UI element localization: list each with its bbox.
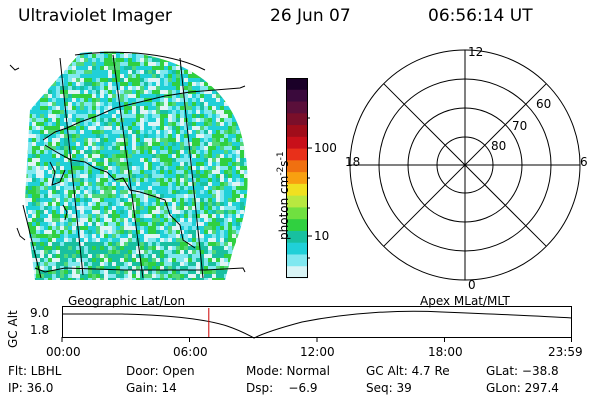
colorbar-segment [286,230,308,244]
colorbar-ticks [307,117,312,259]
mode-status: Mode: Normal [246,364,330,378]
time-tick-2359: 23:59 [548,345,583,359]
colorbar-unit-label: photon cm-2s-1 [276,151,291,240]
gain-status: Gain: 14 [126,381,177,395]
colorbar-tick-100: 100 [314,141,337,155]
time-label: 06:56:14 UT [428,6,533,26]
colorbar-segment [286,136,308,150]
colorbar-segment [286,242,308,256]
time-tick-1200: 12:00 [300,345,335,359]
ip-status: IP: 36.0 [8,381,54,395]
gc-alt-status: GC Alt: 4.7 Re [366,364,450,378]
gc-alt-tick-1-8: 1.8 [30,323,50,337]
apex-mlat-mlt-label: Apex MLat/MLT [420,294,510,308]
dsp-status: Dsp: −6.9 [246,381,318,395]
gc-alt-timeline [61,306,573,342]
timeline-ticks [61,337,572,342]
mlat-label-80: 80 [491,139,507,153]
polar-dial [349,49,581,281]
colorbar-segment [286,207,308,220]
colorbar-segment [286,254,308,267]
colorbar-segment [286,101,308,114]
mlat-label-60: 60 [536,97,552,111]
colorbar-segment [286,125,308,138]
gc-alt-curve [62,310,573,339]
meridian-lines [22,51,206,279]
aurora-emission-image [25,51,248,281]
filter-status: Flt: LBHL [8,364,62,378]
gc-alt-axis-title: GC Alt [6,310,20,348]
coastline [9,64,246,273]
mlt-label-6: 6 [580,155,588,169]
uv-image-panel [9,51,248,281]
door-status: Door: Open [126,364,195,378]
mlt-label-18: 18 [345,155,361,169]
colorbar-segment [286,78,308,91]
colorbar-segment [286,219,308,232]
colorbar-segment [286,89,308,103]
mlt-label-12: 12 [468,45,484,59]
colorbar-tick-10: 10 [314,229,330,243]
date-label: 26 Jun 07 [270,6,351,26]
colorbar-segment [286,160,308,173]
glat-status: GLat: −38.8 [486,364,559,378]
time-tick-1800: 18:00 [428,345,463,359]
mlt-label-0: 0 [468,278,476,292]
geographic-lat-lon-label: Geographic Lat/Lon [68,294,186,308]
colorbar-segment [286,183,308,197]
colorbar [286,78,312,279]
glon-status: GLon: 297.4 [486,381,559,395]
colorbar-segment [286,113,308,126]
time-tick-0600: 06:00 [173,345,208,359]
colorbar-segment [286,148,308,161]
instrument-title: Ultraviolet Imager [18,6,172,26]
colorbar-segment [286,266,308,279]
seq-status: Seq: 39 [366,381,412,395]
colorbar-segment [286,172,308,185]
colorbar-segment [286,195,308,209]
mlat-label-70: 70 [512,119,528,133]
time-tick-0000: 00:00 [46,345,81,359]
gc-alt-tick-9: 9.0 [30,306,50,320]
